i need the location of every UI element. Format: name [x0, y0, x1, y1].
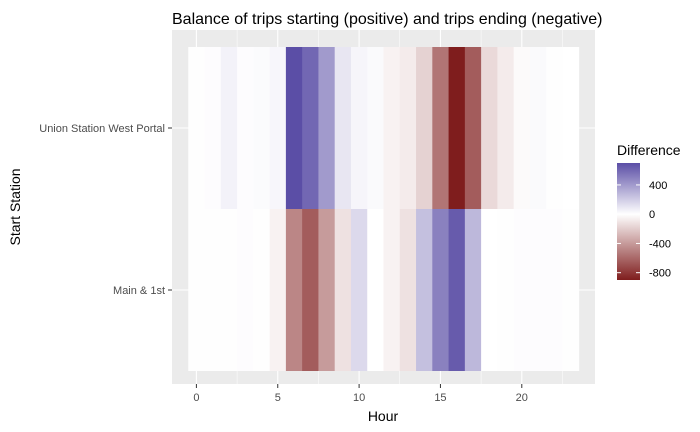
heatmap-cell: [188, 209, 205, 371]
heatmap-cell: [318, 209, 336, 371]
heatmap-cell: [204, 47, 222, 209]
heatmap-cell: [269, 209, 287, 371]
heatmap-cell: [497, 47, 515, 209]
heatmap-cell: [562, 209, 580, 371]
heatmap-cell: [367, 209, 384, 371]
heatmap-cell: [204, 209, 222, 371]
x-tick-label: 20: [516, 392, 528, 404]
heatmap-cell: [546, 209, 563, 371]
heatmap-cell: [546, 47, 563, 209]
x-tick-label: 15: [434, 392, 446, 404]
heatmap-cell: [529, 209, 547, 371]
heatmap-cell: [334, 209, 352, 371]
heatmap-cell: [269, 47, 287, 209]
heatmap-cell: [253, 209, 271, 371]
legend: Difference 400 0 -400 -800: [617, 142, 681, 280]
legend-tick-label: 0: [649, 209, 655, 221]
heatmap-cell: [497, 209, 515, 371]
chart-title: Balance of trips starting (positive) and…: [172, 11, 602, 28]
heatmap-cell: [481, 209, 498, 371]
heatmap-cell: [318, 47, 336, 209]
heatmap-cell: [383, 209, 401, 371]
heatmap-cell: [416, 209, 433, 371]
heatmap-cell: [302, 209, 319, 371]
legend-colorbar: [617, 163, 640, 280]
heatmap-cell: [334, 47, 352, 209]
heatmap-cell: [220, 47, 238, 209]
heatmap-cell: [237, 47, 254, 209]
heatmap-cell: [383, 47, 401, 209]
heatmap-cell: [399, 47, 417, 209]
heatmap-cell: [188, 47, 205, 209]
heatmap-cell: [285, 47, 303, 209]
heatmap-cell: [464, 209, 482, 371]
heatmap-cell: [448, 47, 466, 209]
legend-tick-label: -800: [649, 268, 671, 280]
x-tick-label: 0: [193, 392, 199, 404]
legend-ticks: 400 0 -400 -800: [617, 180, 671, 280]
heatmap-cell: [481, 47, 498, 209]
legend-tick-label: -400: [649, 238, 671, 250]
x-tick-label: 5: [275, 392, 281, 404]
y-tick-label: Main & 1st: [113, 285, 165, 297]
heatmap-cell: [367, 47, 384, 209]
heatmap-cell: [399, 209, 417, 371]
heatmap-cells: [188, 47, 580, 371]
heatmap-cell: [220, 209, 238, 371]
x-axis-title: Hour: [368, 408, 399, 424]
heatmap-cell: [562, 47, 580, 209]
heatmap-cell: [253, 47, 271, 209]
x-tick-label: 10: [353, 392, 365, 404]
heatmap-cell: [529, 47, 547, 209]
heatmap-cell: [416, 47, 433, 209]
heatmap-cell: [448, 209, 466, 371]
heatmap-cell: [302, 47, 319, 209]
heatmap-cell: [432, 209, 449, 371]
heatmap-cell: [513, 47, 531, 209]
heatmap-cell: [432, 47, 449, 209]
heatmap-cell: [350, 47, 368, 209]
y-axis-title: Start Station: [7, 168, 23, 245]
heatmap-cell: [285, 209, 303, 371]
heatmap-cell: [350, 209, 368, 371]
heatmap-cell: [237, 209, 254, 371]
y-tick-label: Union Station West Portal: [39, 123, 165, 135]
heatmap-cell: [513, 209, 531, 371]
legend-title: Difference: [617, 142, 681, 158]
legend-tick-label: 400: [649, 180, 667, 192]
heatmap-cell: [464, 47, 482, 209]
y-axis: Union Station West Portal Main & 1st: [39, 123, 172, 297]
x-axis: 0 5 10 15 20: [193, 384, 528, 404]
